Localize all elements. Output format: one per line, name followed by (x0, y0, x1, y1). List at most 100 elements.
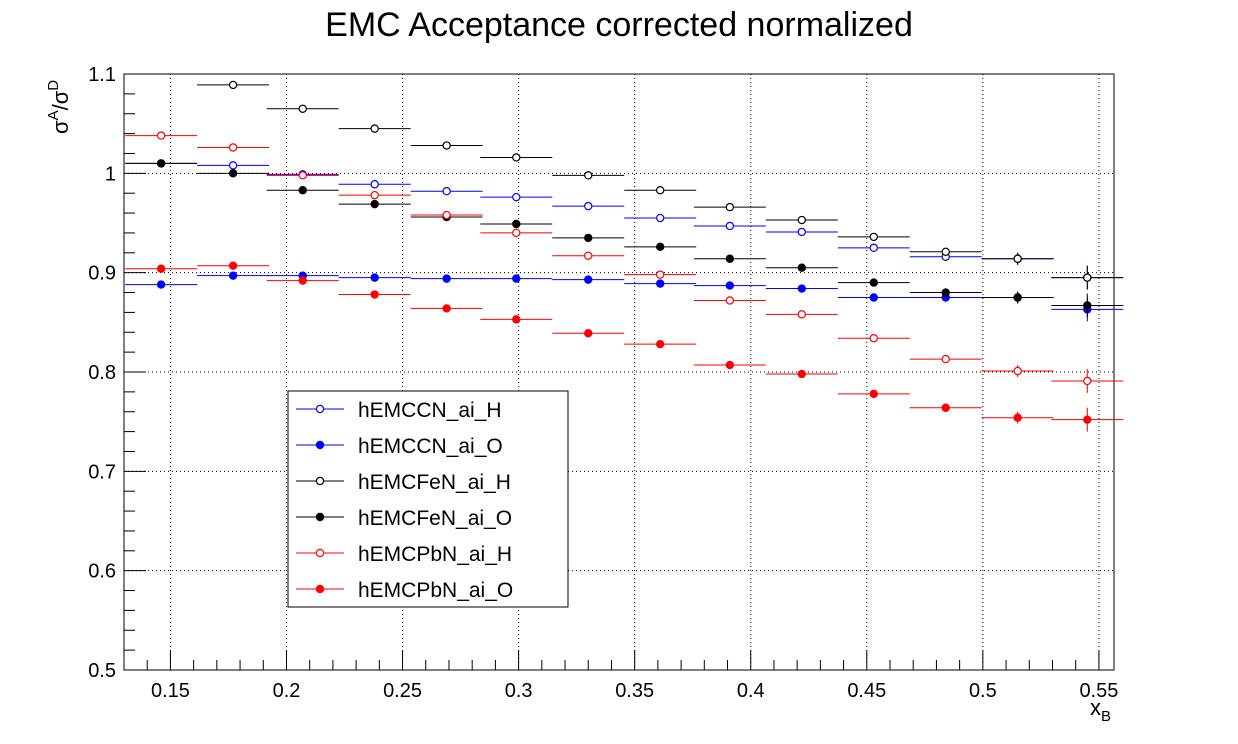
legend-marker (315, 476, 325, 486)
data-point-hEMCFeN_ai_H-9 (765, 215, 838, 225)
y-axis-label-sigma-a: σ (48, 120, 73, 134)
marker (370, 180, 379, 189)
marker (370, 190, 379, 200)
data-point-hEMCPbN_ai_H-2 (266, 171, 339, 180)
marker (941, 247, 950, 257)
marker (725, 202, 735, 212)
series-hEMCCN_ai_H (125, 159, 1124, 290)
x-tick-label-3: 0.3 (505, 680, 533, 702)
legend-marker (315, 440, 325, 450)
legend-label: hEMCPbN_ai_O (358, 579, 513, 602)
data-point-hEMCPbN_ai_H-9 (765, 310, 838, 319)
data-point-hEMCFeN_ai_H-12 (981, 252, 1054, 265)
marker (584, 171, 593, 180)
marker (797, 263, 806, 272)
data-point-hEMCFeN_ai_O-9 (765, 263, 838, 272)
marker (370, 273, 379, 282)
data-point-hEMCFeN_ai_H-6 (552, 171, 625, 180)
data-point-hEMCPbN_ai_H-0 (125, 131, 198, 140)
marker (725, 221, 735, 231)
marker (156, 280, 166, 289)
marker (869, 389, 878, 399)
marker (298, 171, 307, 180)
marker (156, 159, 166, 168)
legend-entry-3: hEMCFeN_ai_O (296, 507, 512, 530)
x-tick-label-2: 0.25 (383, 680, 422, 702)
y-tick-label-2: 0.7 (88, 461, 116, 483)
data-point-hEMCPbN_ai_O-0 (125, 264, 198, 273)
x-axis-label-sub: B (1101, 708, 1111, 725)
marker (869, 243, 878, 253)
data-point-hEMCCN_ai_O-7 (624, 279, 697, 288)
data-point-hEMCPbN_ai_O-5 (480, 315, 553, 324)
data-point-hEMCPbN_ai_H-8 (693, 296, 766, 305)
series-hEMCPbN_ai_O (125, 261, 1124, 432)
marker (797, 369, 806, 379)
data-point-hEMCCN_ai_O-6 (552, 275, 625, 284)
data-point-hEMCPbN_ai_H-12 (981, 365, 1054, 377)
data-point-hEMCFeN_ai_O-3 (338, 199, 411, 209)
y-tick-label-1: 0.6 (88, 561, 116, 583)
marker (442, 274, 451, 283)
data-point-hEMCFeN_ai_H-4 (410, 141, 483, 150)
marker (941, 403, 950, 412)
marker (370, 199, 379, 209)
data-point-hEMCFeN_ai_O-2 (266, 186, 339, 195)
data-point-hEMCFeN_ai_O-8 (693, 254, 766, 263)
y-axis-label-sigma-d: /σ (48, 90, 73, 110)
marker (869, 278, 878, 287)
marker (656, 279, 665, 288)
data-point-hEMCFeN_ai_H-13 (1051, 265, 1124, 290)
x-tick-label-6: 0.45 (847, 680, 886, 702)
marker (656, 213, 665, 223)
marker (298, 104, 307, 113)
marker (1013, 254, 1022, 263)
marker (442, 304, 451, 313)
data-point-hEMCPbN_ai_H-7 (624, 270, 697, 279)
marker (725, 360, 735, 370)
data-point-hEMCPbN_ai_O-2 (266, 276, 339, 285)
y-tick-label-3: 0.8 (88, 362, 116, 384)
data-point-hEMCCN_ai_O-4 (410, 274, 483, 283)
x-axis-label: xB (1090, 695, 1111, 725)
data-point-hEMCCN_ai_H-8 (693, 221, 766, 231)
legend: hEMCCN_ai_H hEMCCN_ai_O hEMCFeN_ai_H hEMCFe… (287, 390, 569, 608)
data-point-hEMCPbN_ai_O-8 (693, 360, 766, 370)
legend-entry-2: hEMCFeN_ai_H (296, 471, 511, 494)
marker (1083, 415, 1092, 424)
marker (869, 232, 878, 242)
data-point-hEMCPbN_ai_O-9 (765, 369, 838, 379)
legend-label: hEMCCN_ai_O (358, 435, 503, 458)
legend-entry-4: hEMCPbN_ai_H (296, 543, 512, 566)
marker (797, 227, 806, 237)
data-point-hEMCPbN_ai_H-4 (410, 210, 483, 220)
legend-label: hEMCFeN_ai_O (358, 507, 512, 530)
x-tick-label-8: 0.55 (1079, 680, 1118, 702)
marker (512, 274, 521, 283)
data-point-hEMCPbN_ai_H-11 (909, 354, 982, 364)
data-point-hEMCPbN_ai_O-4 (410, 304, 483, 313)
data-point-hEMCCN_ai_O-5 (480, 274, 553, 283)
y-tick-label-0: 0.5 (88, 660, 116, 682)
legend-marker (315, 548, 325, 558)
legend-marker (315, 584, 325, 594)
marker (941, 354, 950, 364)
legend-marker (315, 512, 325, 522)
data-point-hEMCPbN_ai_O-13 (1051, 407, 1124, 432)
x-tick-label-1: 0.2 (273, 680, 301, 702)
data-point-hEMCCN_ai_O-8 (693, 281, 766, 290)
marker (584, 201, 593, 211)
marker (298, 186, 307, 195)
marker (797, 310, 806, 319)
marker (656, 186, 665, 195)
data-point-hEMCFeN_ai_H-2 (266, 104, 339, 113)
data-point-hEMCFeN_ai_H-7 (624, 186, 697, 195)
marker (298, 276, 307, 285)
chart-title: EMC Acceptance corrected normalized (325, 6, 913, 44)
marker (869, 293, 878, 302)
data-point-hEMCCN_ai_O-9 (765, 284, 838, 293)
data-point-hEMCFeN_ai_H-5 (480, 153, 553, 162)
data-point-hEMCPbN_ai_O-12 (981, 411, 1054, 424)
x-tick-label-0: 0.15 (151, 680, 190, 702)
marker (228, 261, 238, 270)
